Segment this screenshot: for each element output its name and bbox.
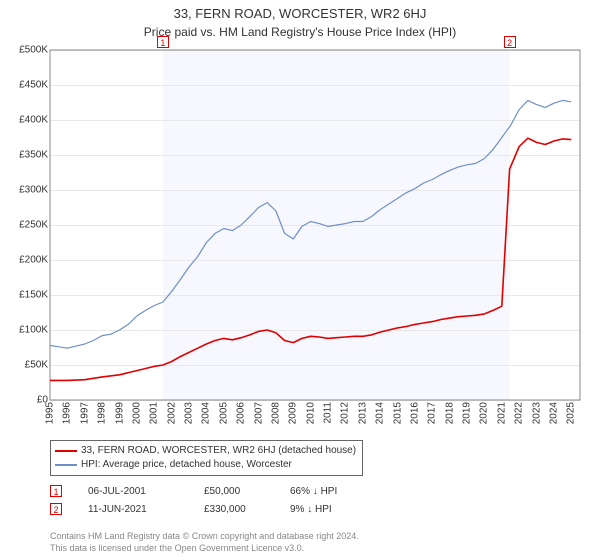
sale-diff: 66% ↓ HPI <box>290 486 370 497</box>
plot-area: £0£50K£100K£150K£200K£250K£300K£350K£400… <box>50 50 580 400</box>
sale-date: 06-JUL-2001 <box>88 486 178 497</box>
y-tick-label: £450K <box>19 80 48 91</box>
x-tick-label: 2003 <box>184 402 195 424</box>
sale-price: £50,000 <box>204 486 264 497</box>
sale-marker-icon: 2 <box>50 503 62 515</box>
legend-row: 33, FERN ROAD, WORCESTER, WR2 6HJ (detac… <box>55 444 356 458</box>
x-tick-label: 2016 <box>409 402 420 424</box>
x-tick-label: 2018 <box>444 402 455 424</box>
sale-marker-2: 2 <box>504 36 516 48</box>
legend-swatch <box>55 464 77 466</box>
x-tick-label: 1998 <box>97 402 108 424</box>
x-tick-label: 2021 <box>496 402 507 424</box>
x-tick-label: 2005 <box>218 402 229 424</box>
x-tick-label: 2001 <box>149 402 160 424</box>
series-price-paid <box>50 138 571 380</box>
legend-label: HPI: Average price, detached house, Worc… <box>81 458 292 472</box>
y-tick-label: £500K <box>19 45 48 56</box>
x-tick-label: 2008 <box>270 402 281 424</box>
sale-diff: 9% ↓ HPI <box>290 504 370 515</box>
x-tick-label: 2022 <box>514 402 525 424</box>
footer-line: This data is licensed under the Open Gov… <box>50 542 359 554</box>
sales-row: 1 06-JUL-2001 £50,000 66% ↓ HPI <box>50 482 370 500</box>
x-tick-label: 2004 <box>201 402 212 424</box>
x-tick-label: 1999 <box>114 402 125 424</box>
y-tick-label: £350K <box>19 150 48 161</box>
chart-container: 33, FERN ROAD, WORCESTER, WR2 6HJ Price … <box>0 0 600 560</box>
x-tick-label: 2000 <box>131 402 142 424</box>
footer-attribution: Contains HM Land Registry data © Crown c… <box>50 530 359 554</box>
sale-marker-icon: 1 <box>50 485 62 497</box>
x-tick-label: 2020 <box>479 402 490 424</box>
y-tick-label: £400K <box>19 115 48 126</box>
x-tick-label: 2025 <box>566 402 577 424</box>
sale-marker-1: 1 <box>157 36 169 48</box>
sales-table: 1 06-JUL-2001 £50,000 66% ↓ HPI 2 11-JUN… <box>50 482 370 518</box>
chart-lines <box>50 50 580 400</box>
x-tick-label: 1997 <box>79 402 90 424</box>
legend-box: 33, FERN ROAD, WORCESTER, WR2 6HJ (detac… <box>50 440 363 476</box>
x-tick-label: 2009 <box>288 402 299 424</box>
footer-line: Contains HM Land Registry data © Crown c… <box>50 530 359 542</box>
x-tick-label: 2014 <box>375 402 386 424</box>
y-tick-label: £200K <box>19 255 48 266</box>
x-tick-label: 2012 <box>340 402 351 424</box>
x-tick-label: 1996 <box>62 402 73 424</box>
y-tick-label: £250K <box>19 220 48 231</box>
x-tick-label: 2011 <box>323 402 334 424</box>
x-tick-label: 2019 <box>462 402 473 424</box>
x-tick-label: 2006 <box>236 402 247 424</box>
x-tick-label: 1995 <box>45 402 56 424</box>
x-tick-label: 2013 <box>357 402 368 424</box>
legend-row: HPI: Average price, detached house, Worc… <box>55 458 356 472</box>
sale-price: £330,000 <box>204 504 264 515</box>
y-tick-label: £100K <box>19 325 48 336</box>
legend-label: 33, FERN ROAD, WORCESTER, WR2 6HJ (detac… <box>81 444 356 458</box>
y-tick-label: £300K <box>19 185 48 196</box>
x-tick-label: 2002 <box>166 402 177 424</box>
sales-row: 2 11-JUN-2021 £330,000 9% ↓ HPI <box>50 500 370 518</box>
legend-swatch <box>55 450 77 452</box>
y-tick-label: £50K <box>25 360 48 371</box>
x-tick-label: 2017 <box>427 402 438 424</box>
x-tick-label: 2023 <box>531 402 542 424</box>
y-tick-label: £150K <box>19 290 48 301</box>
x-tick-label: 2015 <box>392 402 403 424</box>
x-tick-label: 2024 <box>548 402 559 424</box>
x-tick-label: 2010 <box>305 402 316 424</box>
chart-title: 33, FERN ROAD, WORCESTER, WR2 6HJ <box>0 0 600 21</box>
sale-date: 11-JUN-2021 <box>88 504 178 515</box>
x-tick-label: 2007 <box>253 402 264 424</box>
